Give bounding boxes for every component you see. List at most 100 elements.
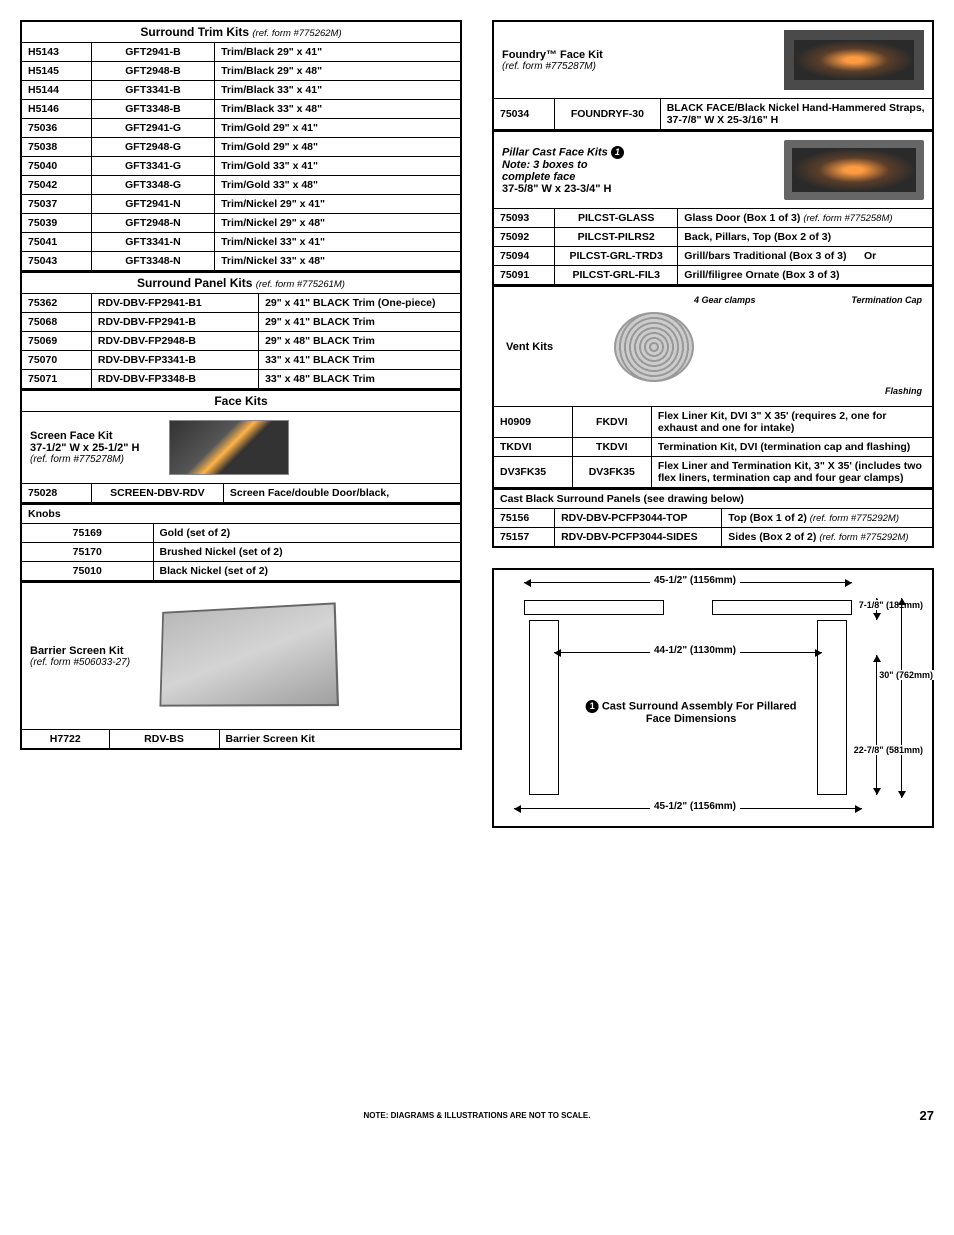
cast-black-header: Cast Black Surround Panels (see drawing …: [493, 490, 933, 509]
foundry-ref: (ref. form #775287M): [502, 61, 603, 72]
screen-face-kit-cell: Screen Face Kit 37-1/2" W x 25-1/2" H (r…: [21, 412, 461, 484]
footer-note: NOTE: DIAGRAMS & ILLUSTRATIONS ARE NOT T…: [50, 1111, 904, 1120]
cell-desc: BLACK FACE/Black Nickel Hand-Hammered St…: [660, 99, 933, 131]
table-row: 75037 GFT2941-N Trim/Nickel 29" x 41": [21, 195, 461, 214]
table-row: 75034 FOUNDRYF-30 BLACK FACE/Black Nicke…: [493, 99, 933, 131]
cell-desc: Trim/Black 29" x 48": [215, 62, 461, 81]
cell-code: 75169: [21, 524, 153, 543]
cell-desc: Termination Kit, DVI (termination cap an…: [651, 438, 933, 457]
cell-code: 75069: [21, 332, 91, 351]
cell-code: TKDVI: [493, 438, 572, 457]
cell-code: 75362: [21, 294, 91, 313]
cell-sku: RDV-DBV-FP3341-B: [91, 351, 258, 370]
table-row: 75042 GFT3348-G Trim/Gold 33" x 48": [21, 176, 461, 195]
cell-sku: RDV-DBV-FP2941-B1: [91, 294, 258, 313]
diagram-right-pillar: [817, 620, 847, 795]
table-row: 75038 GFT2948-G Trim/Gold 29" x 48": [21, 138, 461, 157]
dim-r2: 30" (762mm): [875, 670, 937, 680]
cell-desc: Glass Door (Box 1 of 3) (ref. form #7752…: [678, 209, 933, 228]
cell-desc: Trim/Nickel 33" x 48": [215, 252, 461, 272]
cell-desc: 33" x 41" BLACK Trim: [259, 351, 461, 370]
cell-code: H5144: [21, 81, 91, 100]
pillar-title-l3: complete face: [502, 171, 624, 183]
cell-desc: Screen Face/double Door/black,: [223, 484, 461, 504]
pillar-header-cell: Pillar Cast Face Kits 1 Note: 3 boxes to…: [493, 132, 933, 209]
table-row: H5146 GFT3348-B Trim/Black 33" x 48": [21, 100, 461, 119]
pillar-image: [784, 140, 924, 200]
cell-sku: GFT3348-B: [91, 100, 214, 119]
cell-desc: 29" x 41" BLACK Trim (One-piece): [259, 294, 461, 313]
table-row: 75041 GFT3341-N Trim/Nickel 33" x 41": [21, 233, 461, 252]
pillar-title-l2: Note: 3 boxes to: [502, 159, 624, 171]
cell-desc: 29" x 41" BLACK Trim: [259, 313, 461, 332]
cell-desc: Grill/filigree Ornate (Box 3 of 3): [678, 266, 933, 286]
table-row: 75040 GFT3341-G Trim/Gold 33" x 41": [21, 157, 461, 176]
face-kits-table: Face Kits Screen Face Kit 37-1/2" W x 25…: [20, 390, 462, 504]
table-row: TKDVI TKDVI Termination Kit, DVI (termin…: [493, 438, 933, 457]
dim-bot: 45-1/2" (1156mm): [650, 801, 740, 812]
screen-face-image: [169, 420, 289, 475]
cell-desc: Trim/Black 29" x 41": [215, 43, 461, 62]
table-row: H5145 GFT2948-B Trim/Black 29" x 48": [21, 62, 461, 81]
table-row: DV3FK35 DV3FK35 Flex Liner and Terminati…: [493, 457, 933, 489]
cell-sku: TKDVI: [572, 438, 651, 457]
vent-header-cell: Vent Kits 4 Gear clamps Termination Cap …: [493, 287, 933, 407]
cell-sku: FKDVI: [572, 407, 651, 438]
cell-desc: Flex Liner and Termination Kit, 3" X 35'…: [651, 457, 933, 489]
cell-desc: Back, Pillars, Top (Box 2 of 3): [678, 228, 933, 247]
table-row: H0909 FKDVI Flex Liner Kit, DVI 3" X 35'…: [493, 407, 933, 438]
barrier-table: Barrier Screen Kit (ref. form #506033-27…: [20, 582, 462, 750]
surround-panel-table: Surround Panel Kits (ref. form #775261M)…: [20, 272, 462, 390]
pillar-circle-1-icon: 1: [611, 146, 624, 159]
dim-arrow-r3: [876, 655, 877, 795]
dim-arrow-r2: [901, 598, 902, 798]
cell-sku: GFT3348-G: [91, 176, 214, 195]
cell-sku: RDV-BS: [109, 730, 219, 750]
cell-code: 75071: [21, 370, 91, 390]
cell-sku: DV3FK35: [572, 457, 651, 489]
cell-code: 75068: [21, 313, 91, 332]
cast-black-table: Cast Black Surround Panels (see drawing …: [492, 489, 934, 548]
face-kits-header: Face Kits: [21, 391, 461, 412]
cell-code: 75093: [493, 209, 555, 228]
barrier-ref: (ref. form #506033-27): [30, 657, 130, 668]
cell-sku: RDV-DBV-PCFP3044-TOP: [555, 509, 722, 528]
cell-code: 75070: [21, 351, 91, 370]
table-row: 75091 PILCST-GRL-FIL3 Grill/filigree Orn…: [493, 266, 933, 286]
cell-code: 75156: [493, 509, 555, 528]
foundry-header-cell: Foundry™ Face Kit (ref. form #775287M): [493, 21, 933, 99]
cell-code: 75091: [493, 266, 555, 286]
table-row: H7722 RDV-BS Barrier Screen Kit: [21, 730, 461, 750]
cell-sku: GFT3341-B: [91, 81, 214, 100]
cell-sku: RDV-DBV-FP2948-B: [91, 332, 258, 351]
dim-r1: 7-1/8" (181mm): [855, 600, 927, 610]
cell-code: 75041: [21, 233, 91, 252]
page-footer: NOTE: DIAGRAMS & ILLUSTRATIONS ARE NOT T…: [20, 1108, 934, 1123]
screen-face-dims: 37-1/2" W x 25-1/2" H: [30, 442, 139, 454]
cell-desc: 29" x 48" BLACK Trim: [259, 332, 461, 351]
surround-trim-table: Surround Trim Kits (ref. form #775262M) …: [20, 20, 462, 272]
pillar-table: Pillar Cast Face Kits 1 Note: 3 boxes to…: [492, 131, 934, 286]
cell-code: 75039: [21, 214, 91, 233]
barrier-cell: Barrier Screen Kit (ref. form #506033-27…: [21, 583, 461, 730]
cell-code: 75043: [21, 252, 91, 272]
cell-sku: RDV-DBV-PCFP3044-SIDES: [555, 528, 722, 548]
surround-trim-header: Surround Trim Kits (ref. form #775262M): [21, 21, 461, 43]
cell-desc: Grill/bars Traditional (Box 3 of 3) Or: [678, 247, 933, 266]
cell-desc: 33" x 48" BLACK Trim: [259, 370, 461, 390]
cell-code: DV3FK35: [493, 457, 572, 489]
foundry-table: Foundry™ Face Kit (ref. form #775287M) 7…: [492, 20, 934, 131]
table-row: 75043 GFT3348-N Trim/Nickel 33" x 48": [21, 252, 461, 272]
cell-code: 75036: [21, 119, 91, 138]
cell-sku: GFT2948-G: [91, 138, 214, 157]
table-row: 75169 Gold (set of 2): [21, 524, 461, 543]
cell-desc: Black Nickel (set of 2): [153, 562, 461, 582]
cell-desc: Trim/Nickel 29" x 48": [215, 214, 461, 233]
cell-desc: Flex Liner Kit, DVI 3" X 35' (requires 2…: [651, 407, 933, 438]
foundry-image: [784, 30, 924, 90]
cell-sku: PILCST-PILRS2: [555, 228, 678, 247]
cell-sku: GFT3341-G: [91, 157, 214, 176]
foundry-title: Foundry™ Face Kit: [502, 49, 603, 61]
knobs-header: Knobs: [21, 505, 461, 524]
cell-desc: Trim/Gold 33" x 48": [215, 176, 461, 195]
